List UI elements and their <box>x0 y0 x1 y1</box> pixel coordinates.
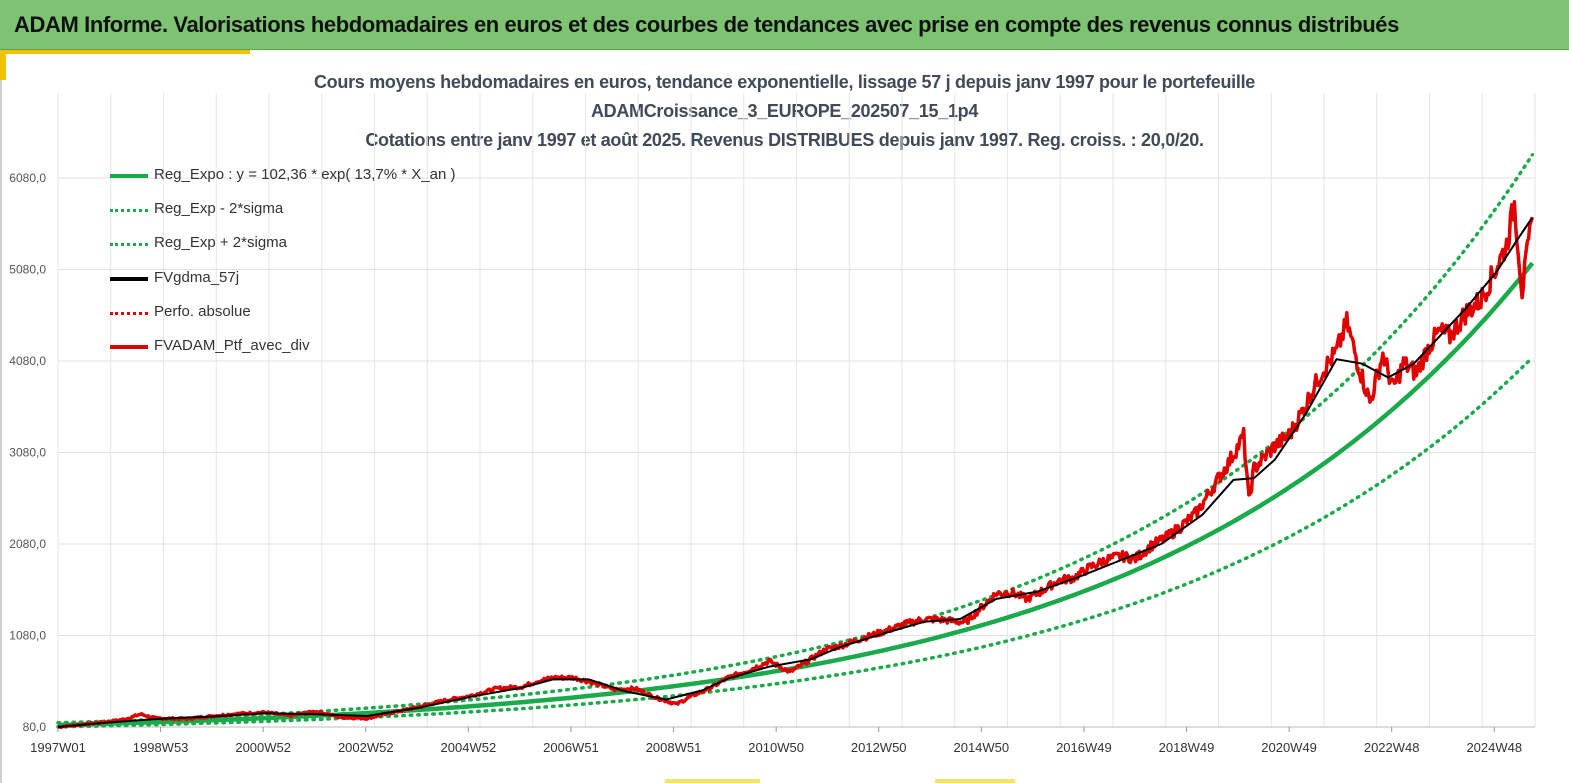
x-tick-label: 2018W49 <box>1159 740 1215 755</box>
x-tick-label: 2000W52 <box>235 740 291 755</box>
legend-swatch-reg-exp-plus <box>110 243 148 246</box>
x-tick-label: 2002W52 <box>338 740 394 755</box>
chart-frame <box>0 50 1569 783</box>
legend-item-fvadam: FVADAM_Ptf_avec_div <box>110 335 530 359</box>
y-tick-label: 4080,0 <box>9 354 46 368</box>
x-tick-label: 2004W52 <box>441 740 497 755</box>
legend-swatch-fvadam <box>110 345 148 349</box>
x-tick-label: 2008W51 <box>646 740 702 755</box>
legend-label-fvadam: FVADAM_Ptf_avec_div <box>154 337 310 354</box>
x-axis-ticks: 1997W01 1998W53 2000W52 2002W52 2004W52 2006W… <box>30 727 1522 755</box>
header-banner: ADAM Informe. Valorisations hebdomadaire… <box>0 0 1569 50</box>
chart-title-line-2: ADAMCroissance_3_EUROPE_202507_15_1p4 <box>590 101 979 121</box>
series-fvadam-ptf-avec-div <box>57 199 1535 730</box>
series-lines <box>56 152 1535 730</box>
y-tick-label: 3080,0 <box>9 446 46 460</box>
chart-title-line-3: Cotations entre janv 1997 et août 2025. … <box>365 130 1204 150</box>
x-tick-label: 2016W49 <box>1056 740 1112 755</box>
y-axis-ticks: 80,0 1080,0 2080,0 3080,0 4080,0 5080,0 6080,0 <box>9 171 46 734</box>
legend-item-reg-exp-minus: Reg_Exp - 2*sigma <box>110 198 530 222</box>
legend-label-reg-exp-minus: Reg_Exp - 2*sigma <box>154 200 284 217</box>
chart-title-line-1: Cours moyens hebdomadaires en euros, ten… <box>313 72 1255 92</box>
grid-lines <box>57 93 1536 728</box>
y-tick-label: 80,0 <box>23 720 47 734</box>
legend-item-perfo-absolue: Perfo. absolue <box>110 301 530 325</box>
legend-label-perfo-absolue: Perfo. absolue <box>154 303 251 320</box>
accent-bar-bottom-2 <box>935 779 1015 783</box>
series-reg-expo <box>57 261 1535 728</box>
x-tick-label: 1997W01 <box>30 740 86 755</box>
x-tick-label: 1998W53 <box>133 740 189 755</box>
series-fvgdma-57j <box>57 216 1534 728</box>
y-tick-label: 1080,0 <box>9 629 46 643</box>
banner-title: ADAM Informe. Valorisations hebdomadaire… <box>14 12 1399 37</box>
legend-label-reg-expo: Reg_Expo : y = 102,36 * exp( 13,7% * X_a… <box>154 166 456 183</box>
legend-label-fvgdma: FVgdma_57j <box>154 269 240 286</box>
y-tick-label: 5080,0 <box>9 263 46 277</box>
x-tick-label: 2012W50 <box>851 740 907 755</box>
series-reg-exp-minus-2sigma <box>56 355 1535 729</box>
legend-item-fvgdma: FVgdma_57j <box>110 267 530 291</box>
accent-bar-bottom <box>665 779 760 783</box>
x-tick-label: 2022W48 <box>1364 740 1420 755</box>
accent-bar-left <box>0 50 6 80</box>
legend-swatch-reg-expo <box>110 174 148 178</box>
legend-item-reg-exp-plus: Reg_Exp + 2*sigma <box>110 232 530 256</box>
legend-swatch-reg-exp-minus <box>110 209 148 212</box>
x-tick-label: 2014W50 <box>953 740 1009 755</box>
legend-swatch-fvgdma <box>110 277 148 281</box>
x-tick-label: 2024W48 <box>1466 740 1522 755</box>
y-tick-label: 6080,0 <box>9 171 46 185</box>
legend-swatch-perfo-absolue <box>110 312 148 315</box>
y-tick-label: 2080,0 <box>9 537 46 551</box>
x-tick-label: 2006W51 <box>543 740 599 755</box>
x-tick-label: 2020W49 <box>1261 740 1317 755</box>
legend-label-reg-exp-plus: Reg_Exp + 2*sigma <box>154 234 287 251</box>
x-tick-label: 2010W50 <box>748 740 804 755</box>
legend-item-reg-expo: Reg_Expo : y = 102,36 * exp( 13,7% * X_a… <box>110 164 530 188</box>
accent-bar-top <box>0 50 250 54</box>
